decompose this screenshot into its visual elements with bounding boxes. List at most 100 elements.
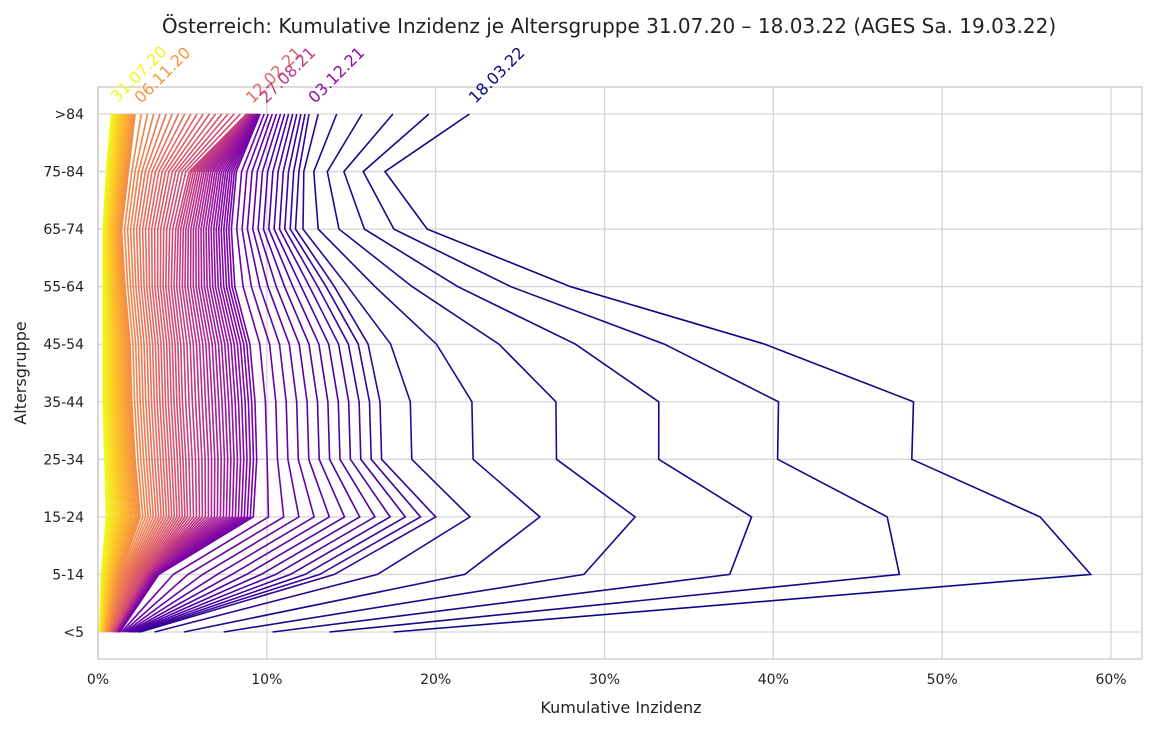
x-tick-labels: 0% 10% 20% 30% 40% 50% 60% [87,672,1127,688]
series-line [102,113,124,633]
series-line [102,113,121,633]
series-line [110,113,180,633]
series-line [113,113,241,633]
y-tick-label: 25-34 [43,452,84,468]
series-line [115,113,250,633]
y-tick-label: <5 [63,625,84,641]
series-line [110,113,186,633]
series-line [114,113,249,633]
x-axis-label: Kumulative Inzidenz [540,698,701,717]
series-line [154,113,472,633]
series-line [118,113,259,633]
series-line [111,113,211,633]
y-tick-label: 45-54 [43,337,84,353]
series-line [105,113,135,633]
x-tick-label: 40% [758,672,789,688]
series-line [108,113,161,633]
series-line [103,113,126,633]
series-line [108,113,149,633]
series-line [112,113,217,633]
series-line [107,113,142,633]
series-line [138,113,422,633]
series-line [109,113,167,633]
x-tick-label: 20% [420,672,451,688]
series-line [100,113,116,633]
chart-title: Österreich: Kumulative Inzidenz je Alter… [162,14,1056,38]
series-line [124,113,300,633]
series-line [133,113,377,633]
series-line [105,113,134,633]
series-line [103,113,125,633]
series-line [122,113,285,633]
series-line [117,113,256,633]
series-line [111,113,198,633]
series-line [136,113,407,633]
series-line [118,113,258,633]
x-tick-label: 10% [251,672,282,688]
series-line [183,113,542,633]
series-line [131,113,361,633]
series-line [114,113,249,633]
series-line [106,113,137,633]
date-label: 18.03.22 [465,43,529,107]
y-tick-label: 35-44 [43,395,84,411]
series-line [115,113,251,633]
series-line [106,113,138,633]
y-tick-label: 65-74 [43,222,84,238]
series-line [118,113,260,633]
x-tick-label: 30% [589,672,620,688]
series-line [329,113,901,633]
series-line [106,113,140,633]
series-line [112,113,223,633]
plot-frame [97,86,1143,660]
series-line [119,113,261,633]
y-tick-label: >84 [54,107,84,123]
series-line [126,113,316,633]
series-line [118,113,259,633]
y-tick-label: 5-14 [52,567,84,583]
y-tick-labels: <5 5-14 15-24 25-34 35-44 45-54 55-64 65-74 75-8… [43,107,84,641]
series-line [99,113,114,633]
series-line [383,113,1093,633]
y-tick-label: 55-64 [43,280,84,296]
series-line [116,113,254,633]
series-line [103,113,128,633]
series-line [116,113,253,633]
y-tick-label: 75-84 [43,165,84,181]
x-tick-label: 60% [1095,672,1126,688]
series-line [139,113,437,633]
series-line [100,113,118,633]
series-line [104,113,129,633]
x-tick-label: 50% [927,672,958,688]
series-line [110,113,192,633]
series-line [114,113,248,633]
series-line [107,113,144,633]
series-line [116,113,254,633]
series-line [134,113,392,633]
series-line [129,113,346,633]
series-line [117,113,258,633]
series-line [111,113,204,633]
series-line [102,113,122,633]
series-line [115,113,252,633]
series-lines [98,113,1093,633]
series-line [113,113,229,633]
series-line [101,113,119,633]
series-line [117,113,256,633]
series-line [109,113,174,633]
grid [97,87,1142,659]
series-line [116,113,253,633]
series-line [116,113,255,633]
y-axis-label: Altersgruppe [11,321,30,424]
series-line [119,113,261,633]
series-line [113,113,235,633]
x-tick-label: 0% [87,672,109,688]
y-tick-label: 15-24 [43,510,84,526]
series-line [99,113,115,633]
series-line [272,113,753,633]
series-line [108,113,155,633]
series-line [115,113,251,633]
series-line [128,113,331,633]
